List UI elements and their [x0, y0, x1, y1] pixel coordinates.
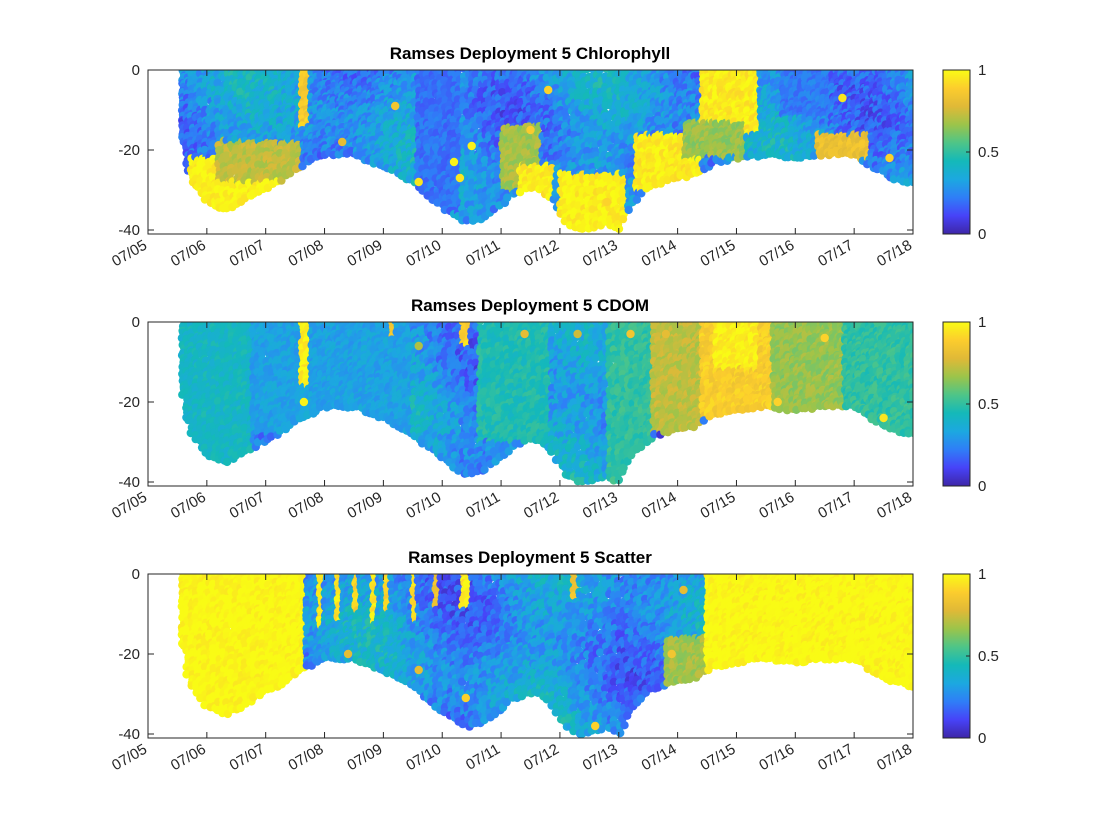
data-point — [471, 70, 480, 79]
y-tick-label: 0 — [132, 62, 140, 79]
y-tick-label: -40 — [118, 222, 140, 239]
data-point — [578, 224, 587, 233]
data-point — [515, 188, 525, 197]
data-point — [602, 197, 612, 207]
x-tick-label: 07/07 — [227, 237, 268, 270]
data-point — [909, 177, 913, 187]
data-point — [582, 146, 592, 156]
panel-title: Ramses Deployment 5 Chlorophyll — [390, 44, 671, 63]
x-tick-label: 07/08 — [286, 237, 327, 270]
x-tick-label: 07/05 — [109, 237, 150, 270]
x-tick-label: 07/10 — [403, 237, 444, 270]
data-point — [338, 137, 347, 147]
axes-box — [147, 69, 914, 235]
data-point — [231, 166, 240, 175]
data-point — [582, 70, 591, 74]
data-point — [587, 173, 597, 182]
y-tick-label: -20 — [118, 142, 140, 159]
data-point — [624, 205, 633, 215]
data-point — [585, 185, 594, 195]
panel-chlorophyll: Ramses Deployment 5 Chlorophyll 0-20-400… — [109, 44, 999, 270]
data-point — [236, 87, 245, 97]
data-point — [455, 173, 465, 183]
data-point — [544, 85, 553, 95]
data-points — [177, 70, 913, 233]
data-point — [632, 195, 642, 204]
data-point — [596, 186, 605, 196]
data-point — [467, 141, 476, 151]
data-point — [462, 216, 471, 225]
data-point — [298, 162, 307, 171]
data-point — [213, 78, 222, 88]
data-point — [889, 175, 899, 184]
data-point — [885, 153, 894, 163]
x-tick-label: 07/09 — [344, 237, 385, 270]
data-point — [449, 157, 459, 167]
data-point — [618, 214, 628, 224]
data-point — [427, 180, 436, 189]
x-tick-label: 07/06 — [168, 237, 209, 270]
data-point — [414, 177, 423, 187]
data-point — [391, 101, 400, 111]
data-point — [503, 193, 512, 202]
data-point — [526, 125, 535, 135]
data-point — [838, 93, 847, 103]
data-point — [663, 175, 672, 185]
data-point — [595, 70, 605, 74]
data-point — [200, 145, 209, 155]
